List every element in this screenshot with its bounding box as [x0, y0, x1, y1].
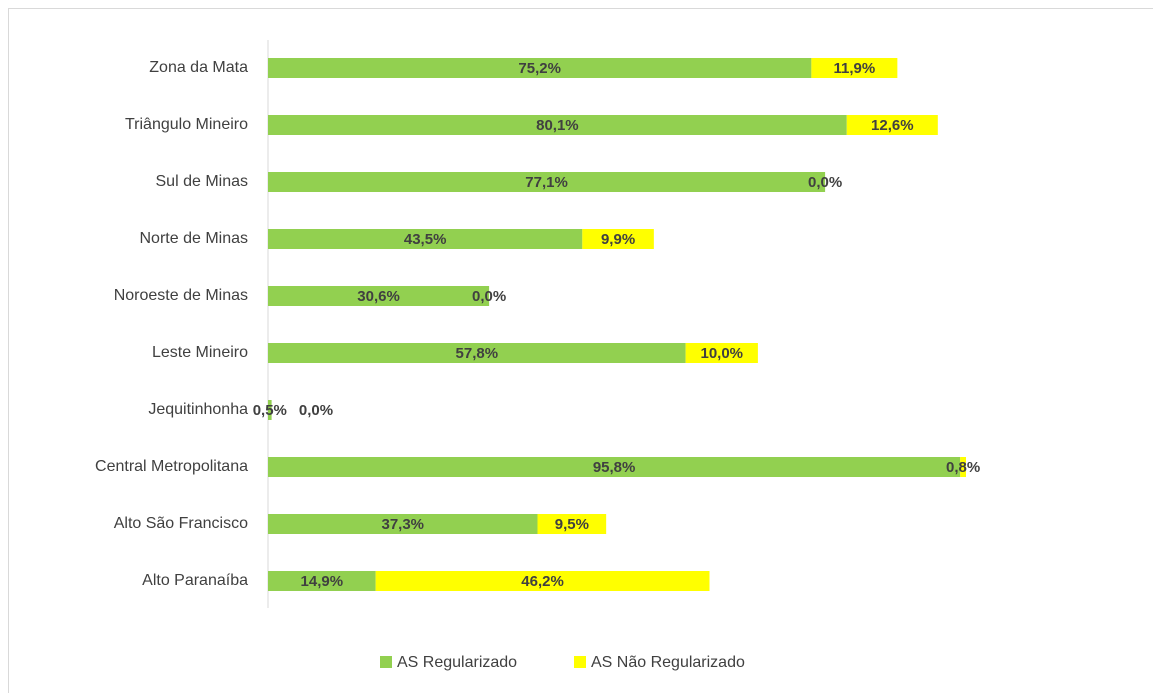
- category-label: Alto São Francisco: [114, 515, 248, 532]
- value-label: 57,8%: [456, 345, 499, 362]
- value-label: 11,9%: [834, 60, 876, 77]
- category-label: Jequitinhonha: [148, 401, 248, 418]
- value-label: 46,2%: [521, 573, 564, 590]
- legend-swatch: [574, 656, 586, 668]
- category-label: Norte de Minas: [140, 230, 249, 247]
- legend-swatch: [380, 656, 392, 668]
- bar-segment: [268, 115, 847, 135]
- chart-frame: [8, 8, 1153, 693]
- value-label: 80,1%: [536, 117, 579, 134]
- value-label: 9,5%: [555, 516, 589, 533]
- value-label: 0,0%: [808, 174, 842, 191]
- category-label: Zona da Mata: [149, 59, 248, 76]
- value-label: 12,6%: [871, 117, 914, 134]
- value-label: 9,9%: [601, 231, 635, 248]
- bar-segment: [811, 58, 898, 78]
- value-label: 77,1%: [525, 174, 568, 191]
- category-label: Leste Mineiro: [152, 344, 248, 361]
- bar-segment: [268, 229, 583, 249]
- bar-segment: [375, 571, 710, 591]
- value-label: 0,8%: [946, 459, 980, 476]
- bar-segment: [582, 229, 654, 249]
- bar-segment: [268, 172, 826, 192]
- legend-label: AS Não Regularizado: [591, 654, 745, 671]
- value-label: 0,5%: [253, 402, 287, 419]
- bar-segment: [268, 400, 272, 420]
- value-label: 43,5%: [404, 231, 447, 248]
- value-label: 0,0%: [472, 288, 506, 305]
- value-label: 10,0%: [700, 345, 743, 362]
- value-label: 95,8%: [593, 459, 636, 476]
- legend-label: AS Regularizado: [397, 654, 517, 671]
- value-label: 0,0%: [299, 402, 333, 419]
- bar-segment: [268, 286, 490, 306]
- category-label: Noroeste de Minas: [114, 287, 248, 304]
- bar-segment: [268, 514, 538, 534]
- bar-segment: [268, 457, 961, 477]
- value-label: 30,6%: [357, 288, 400, 305]
- bar-segment: [268, 343, 686, 363]
- category-label: Alto Paranaíba: [142, 572, 248, 589]
- bar-segment: [537, 514, 607, 534]
- value-label: 37,3%: [381, 516, 424, 533]
- value-label: 14,9%: [301, 573, 344, 590]
- category-label: Sul de Minas: [156, 173, 249, 190]
- bar-segment: [268, 58, 812, 78]
- category-label: Central Metropolitana: [95, 458, 248, 475]
- bar-segment: [846, 115, 938, 135]
- value-label: 75,2%: [518, 60, 561, 77]
- bar-segment: [685, 343, 758, 363]
- bar-segment: [960, 457, 966, 477]
- bar-segment: [268, 571, 376, 591]
- category-label: Triângulo Mineiro: [125, 116, 248, 133]
